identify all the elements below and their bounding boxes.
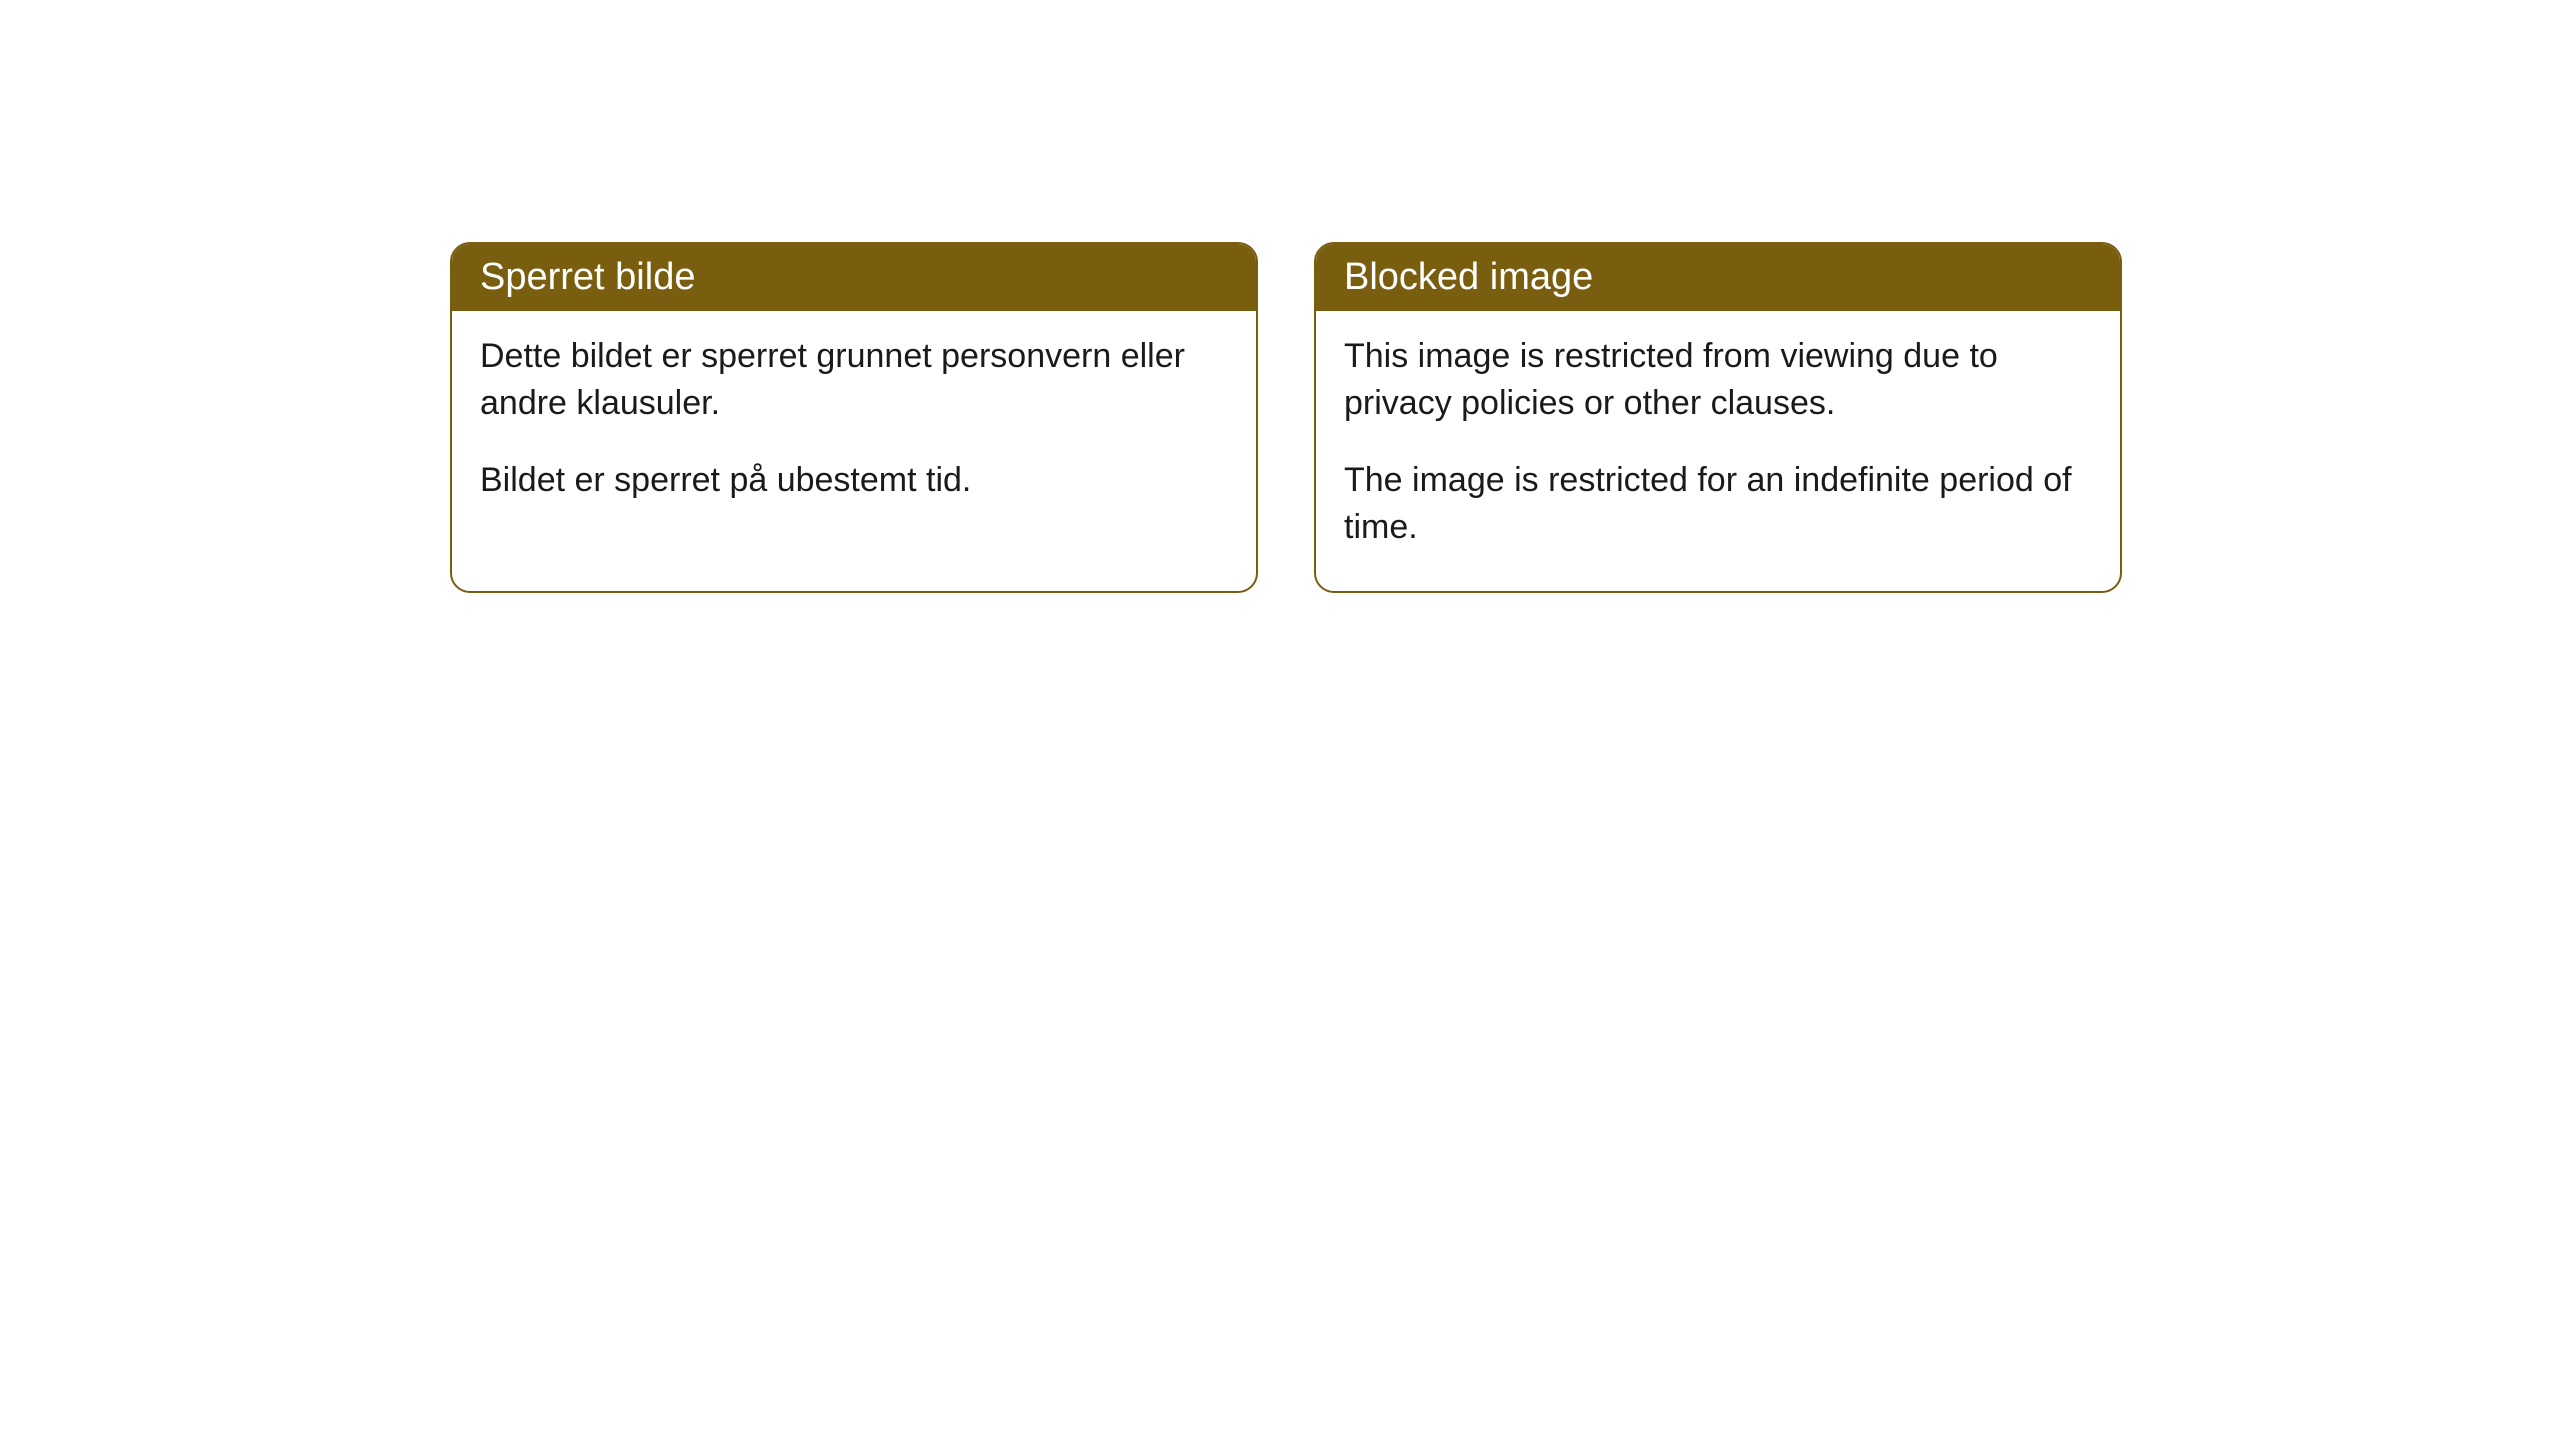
card-body: This image is restricted from viewing du… [1316,311,2120,591]
card-text-1: This image is restricted from viewing du… [1344,333,2092,427]
notice-cards-container: Sperret bilde Dette bildet er sperret gr… [450,242,2122,593]
card-header: Blocked image [1316,244,2120,311]
card-title: Blocked image [1344,256,1593,298]
card-title: Sperret bilde [480,256,695,298]
card-text-2: The image is restricted for an indefinit… [1344,457,2092,551]
notice-card-norwegian: Sperret bilde Dette bildet er sperret gr… [450,242,1258,593]
notice-card-english: Blocked image This image is restricted f… [1314,242,2122,593]
card-header: Sperret bilde [452,244,1256,311]
card-body: Dette bildet er sperret grunnet personve… [452,311,1256,544]
card-text-1: Dette bildet er sperret grunnet personve… [480,333,1228,427]
card-text-2: Bildet er sperret på ubestemt tid. [480,457,1228,504]
